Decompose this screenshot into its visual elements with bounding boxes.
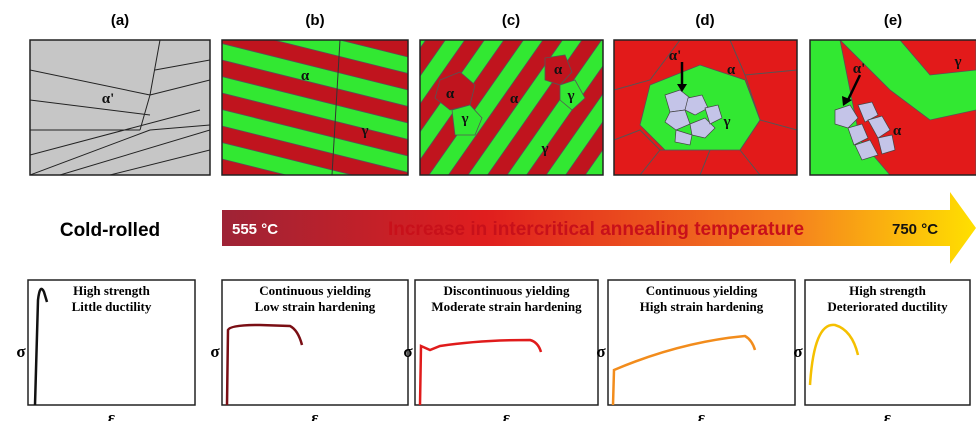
- start-temperature: 555 °C: [232, 221, 278, 238]
- curve-caption: Deteriorated ductility: [827, 299, 948, 314]
- stress-strain-curve: [613, 336, 755, 405]
- curve-caption: High strain hardening: [640, 299, 764, 314]
- panel-label: (b): [305, 12, 324, 29]
- stress-label: σ: [403, 342, 413, 361]
- arrow-text: Increase in intercritical annealing temp…: [388, 219, 804, 240]
- strain-label: ε: [884, 408, 891, 421]
- curve-caption: Moderate strain hardening: [431, 299, 582, 314]
- phase-label: γ: [460, 111, 468, 127]
- panel-label: (c): [502, 12, 520, 29]
- curve-caption: High strength: [73, 283, 150, 298]
- phase-label: α: [301, 68, 310, 84]
- phase-label: α': [669, 48, 682, 64]
- strain-label: ε: [698, 408, 705, 421]
- curve-caption: Little ductility: [72, 299, 152, 314]
- phase-label: α': [102, 91, 115, 107]
- diagram: (a) (b) (c) (d) (e) α' α γ α γ α α γ γ α…: [0, 0, 976, 421]
- panel-label: (d): [695, 12, 714, 29]
- stress-label: σ: [793, 342, 803, 361]
- stress-label: σ: [210, 342, 220, 361]
- stress-label: σ: [596, 342, 606, 361]
- phase-label: α': [853, 61, 866, 77]
- phase-label: α: [893, 123, 902, 139]
- panel-label: (e): [884, 12, 902, 29]
- curve-caption: Discontinuous yielding: [443, 283, 570, 298]
- phase-label: γ: [722, 114, 730, 130]
- panel-label: (a): [111, 12, 129, 29]
- phase-label: α: [554, 62, 563, 78]
- cold-rolled-label: Cold-rolled: [60, 220, 160, 241]
- phase-label: γ: [540, 141, 548, 157]
- curve-caption: Continuous yielding: [259, 283, 371, 298]
- curve-caption: Low strain hardening: [255, 299, 376, 314]
- strain-label: ε: [108, 408, 115, 421]
- end-temperature: 750 °C: [892, 221, 938, 238]
- phase-label: α: [510, 91, 519, 107]
- stress-strain-curve: [810, 325, 858, 385]
- strain-label: ε: [311, 408, 318, 421]
- phase-label: γ: [360, 123, 368, 139]
- curve-caption: High strength: [849, 283, 926, 298]
- phase-label: γ: [953, 54, 961, 70]
- stress-label: σ: [16, 342, 26, 361]
- phase-label: α: [727, 62, 736, 78]
- phase-label: α: [446, 86, 455, 102]
- stress-strain-curve: [35, 289, 47, 405]
- curve-caption: Continuous yielding: [646, 283, 758, 298]
- strain-label: ε: [503, 408, 510, 421]
- microstructure-d: [614, 40, 797, 175]
- phase-label: γ: [566, 88, 574, 104]
- stress-strain-curve: [420, 340, 541, 405]
- microstructure-e: [810, 40, 976, 175]
- page: {"panels":[ {"label":"(a)","phases":["α'…: [0, 0, 976, 421]
- microstructure-a: [30, 40, 210, 175]
- stress-strain-curve: [227, 325, 302, 405]
